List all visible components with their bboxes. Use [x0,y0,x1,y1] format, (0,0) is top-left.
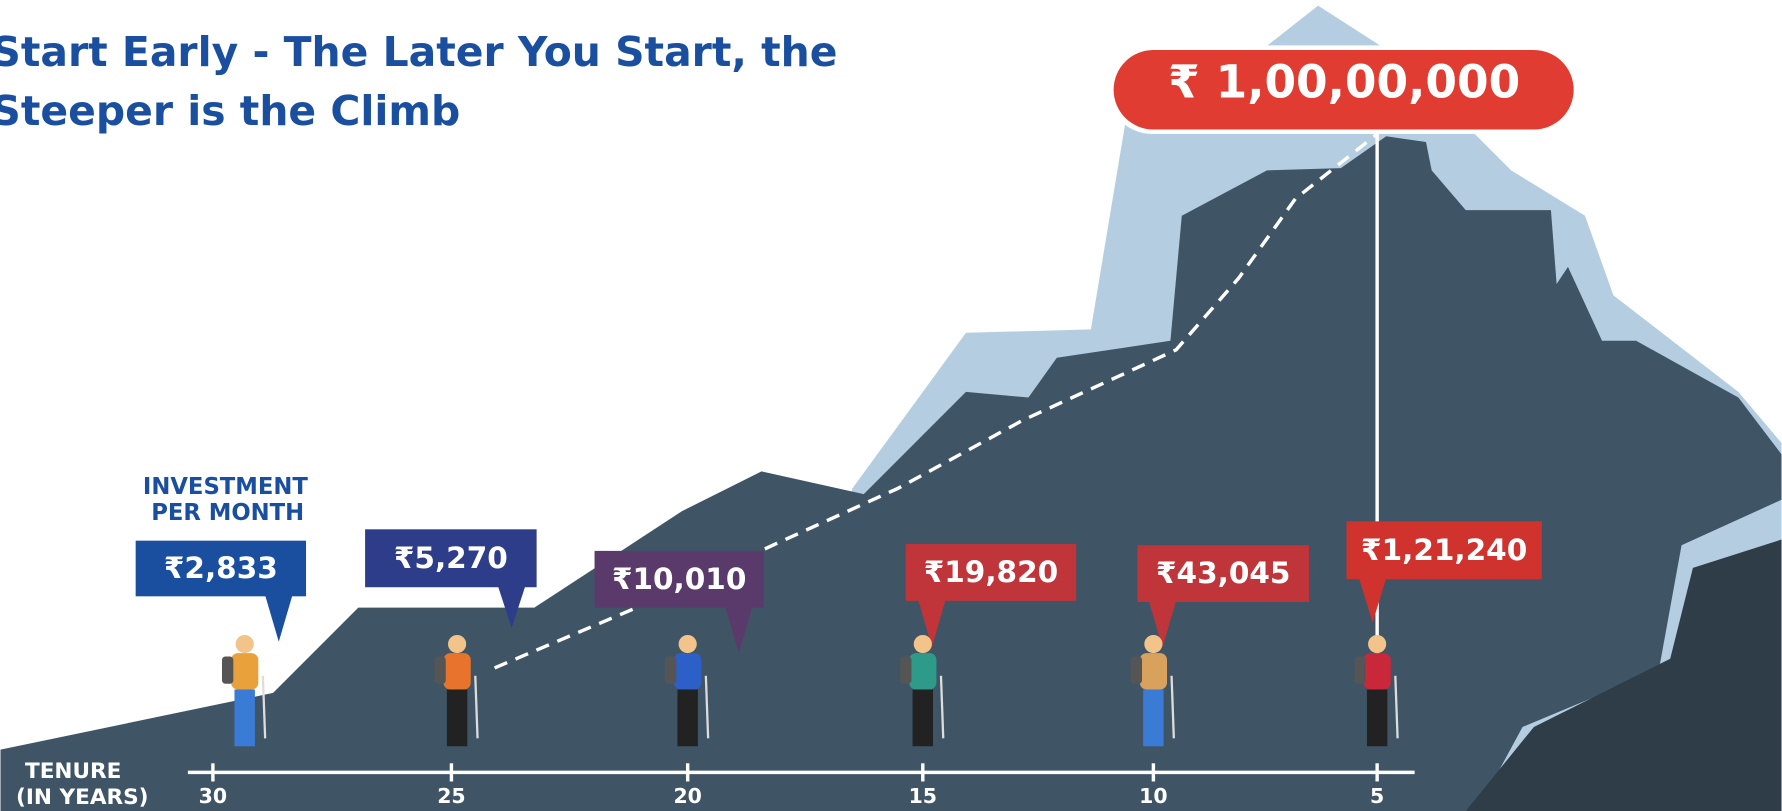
climber-pack [222,657,233,684]
climber-head [914,635,932,653]
climber-body [674,653,701,689]
target-value: ₹ 1,00,00,000 [1168,56,1520,109]
climber-legs [234,689,254,746]
amount: ₹5,270 [394,541,508,575]
climber-pack [1354,657,1365,684]
tenure-value: 10 [1139,784,1167,808]
investment-label: PER MONTH [151,500,304,526]
climber-legs [677,689,697,746]
tenure-value: 5 [1370,784,1384,808]
climber-body [1364,653,1391,689]
callout-pointer [265,595,292,642]
climber-head [1144,635,1162,653]
tenure-label: TENURE [25,759,121,784]
climber-head [236,635,254,653]
climber-pack [434,657,445,684]
amount: ₹43,045 [1156,556,1290,590]
tenure-value: 30 [199,784,227,808]
climber-body [231,653,258,689]
climber-pack [900,657,911,684]
tenure-value: 15 [909,784,937,808]
climber-legs [447,689,467,746]
amount: ₹19,820 [924,555,1058,589]
title: Start Early - The Later You Start, the [0,28,837,76]
climber-head [1368,635,1386,653]
tenure-label: (IN YEARS) [16,785,149,810]
investment-label: INVESTMENT [143,474,308,500]
title: Steeper is the Climb [0,87,460,135]
climber-head [679,635,697,653]
amount: ₹2,833 [164,551,278,585]
climber-body [909,653,936,689]
climber-body [443,653,470,689]
climber-body [1140,653,1167,689]
infographic: ₹ 1,00,00,000 Start Early - The Later Yo… [0,0,1782,811]
climber-pack [1131,657,1142,684]
climber-legs [1143,689,1163,746]
climber-legs [913,689,933,746]
climber-pack [665,657,676,684]
climber-legs [1367,689,1387,746]
tenure-value: 20 [673,784,701,808]
amount: ₹10,010 [612,562,746,596]
tenure-value: 25 [437,784,465,808]
amount: ₹1,21,240 [1361,533,1527,567]
climber-head [448,635,466,653]
